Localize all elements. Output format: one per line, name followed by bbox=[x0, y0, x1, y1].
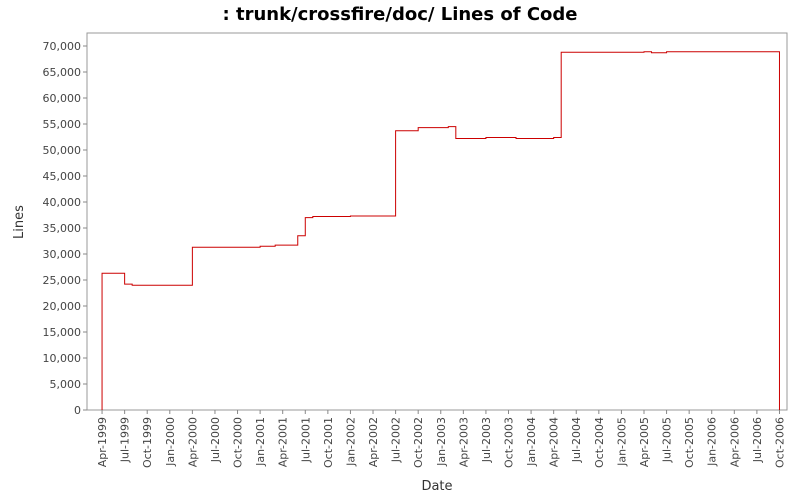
x-tick-label: Oct-2003 bbox=[503, 417, 516, 468]
x-tick-label: Oct-2000 bbox=[232, 417, 245, 468]
line bbox=[101, 51, 780, 410]
x-tick-label: Apr-2001 bbox=[277, 417, 290, 467]
x-tick-label: Jul-2006 bbox=[751, 417, 764, 463]
x-tick-label: Jul-2001 bbox=[299, 417, 312, 463]
x-tick-label: Jul-2004 bbox=[570, 417, 583, 463]
x-tick-label: Jul-1999 bbox=[119, 417, 132, 463]
x-tick-label: Jan-2000 bbox=[164, 417, 177, 467]
x-tick-label: Jul-2002 bbox=[390, 417, 403, 463]
y-tick-label: 5,000 bbox=[50, 378, 82, 391]
plot-area bbox=[86, 32, 788, 411]
x-tick-label: Apr-2004 bbox=[548, 417, 561, 467]
y-axis-title: Lines bbox=[12, 205, 27, 239]
x-tick-label: Oct-2001 bbox=[322, 417, 335, 468]
y-tick-label: 45,000 bbox=[43, 170, 82, 183]
y-tick-label: 20,000 bbox=[43, 300, 82, 313]
x-tick-label: Oct-2006 bbox=[773, 417, 786, 468]
x-tick-label: Jan-2005 bbox=[615, 417, 628, 467]
y-tick-label: 65,000 bbox=[43, 66, 82, 79]
y-tick-label: 50,000 bbox=[43, 144, 82, 157]
x-tick-label: Oct-2004 bbox=[593, 417, 606, 468]
y-tick-label: 70,000 bbox=[43, 40, 82, 53]
x-tick-label: Apr-2006 bbox=[728, 417, 741, 467]
y-tick-label: 35,000 bbox=[43, 222, 82, 235]
y-tick-label: 55,000 bbox=[43, 118, 82, 131]
x-tick-label: Apr-2000 bbox=[186, 417, 199, 467]
x-tick-label: Jan-2001 bbox=[254, 417, 267, 467]
y-tick-label: 0 bbox=[74, 404, 81, 417]
x-tick-label: Jan-2002 bbox=[344, 417, 357, 467]
chart-title: : trunk/crossfire/doc/ Lines of Code bbox=[223, 4, 578, 25]
y-tick-label: 10,000 bbox=[43, 352, 82, 365]
x-tick-label: Apr-2003 bbox=[457, 417, 470, 467]
x-tick-label: Apr-2005 bbox=[638, 417, 651, 467]
x-tick-label: Oct-2005 bbox=[683, 417, 696, 468]
x-tick-label: Apr-1999 bbox=[96, 417, 109, 467]
y-tick-label: 15,000 bbox=[43, 326, 82, 339]
y-tick-label: 40,000 bbox=[43, 196, 82, 209]
y-tick-label: 25,000 bbox=[43, 274, 82, 287]
x-tick-label: Jan-2006 bbox=[706, 417, 719, 467]
x-tick-label: Jan-2004 bbox=[525, 417, 538, 467]
y-tick-label: 30,000 bbox=[43, 248, 82, 261]
x-tick-label: Oct-1999 bbox=[141, 417, 154, 468]
y-tick-label: 60,000 bbox=[43, 92, 82, 105]
x-axis-title: Date bbox=[421, 479, 452, 494]
x-tick-label: Jul-2005 bbox=[661, 417, 674, 463]
x-tick-label: Jul-2000 bbox=[209, 417, 222, 463]
x-tick-label: Jul-2003 bbox=[480, 417, 493, 463]
x-tick-label: Jan-2003 bbox=[435, 417, 448, 467]
x-tick-label: Oct-2002 bbox=[412, 417, 425, 468]
x-tick-label: Apr-2002 bbox=[367, 417, 380, 467]
